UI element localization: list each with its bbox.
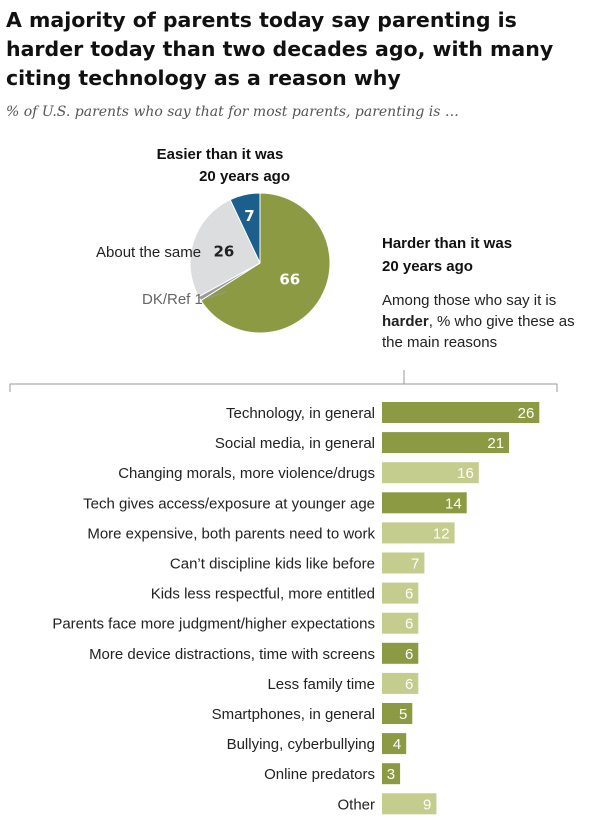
bars-intro-line3: the main reasons xyxy=(382,334,498,351)
bars-intro-line1: Among those who say it is xyxy=(382,292,557,309)
bars-intro-line2: harder, % who give these as xyxy=(382,311,575,332)
pie-chart: 66 26 7 xyxy=(189,192,331,334)
bar-category-label: Parents face more judgment/higher expect… xyxy=(52,616,375,633)
harder-label-line2: 20 years ago xyxy=(382,258,473,275)
pie-value-about-same: 26 xyxy=(213,242,234,260)
bars-intro-bold: harder xyxy=(382,313,429,330)
bar-value-label: 6 xyxy=(405,676,413,693)
bar-category-label: More expensive, both parents need to wor… xyxy=(87,525,375,542)
bars-intro: Among those who say it is harder, % who … xyxy=(382,290,575,353)
bar xyxy=(382,522,455,544)
bar xyxy=(382,582,419,604)
bar-value-label: 9 xyxy=(423,796,431,813)
bar-value-label: 16 xyxy=(457,465,474,482)
bar xyxy=(382,642,419,664)
pie-value-easier: 7 xyxy=(244,207,254,225)
bar-category-label: Kids less respectful, more entitled xyxy=(151,586,375,603)
easier-label-line2: 20 years ago xyxy=(199,168,290,185)
bar-value-label: 21 xyxy=(487,435,504,452)
bar-value-label: 6 xyxy=(405,586,413,603)
bar xyxy=(382,763,401,785)
bar xyxy=(382,462,479,484)
bar-value-label: 4 xyxy=(393,736,401,753)
pie-slice-harder xyxy=(200,192,331,334)
bar xyxy=(382,552,425,574)
bar-category-label: Social media, in general xyxy=(215,435,375,452)
harder-label-line1: Harder than it was xyxy=(382,235,513,252)
bar-category-label: Online predators xyxy=(264,766,375,783)
dk-ref-label: DK/Ref 1 xyxy=(142,291,203,308)
bar-category-label: Other xyxy=(337,796,375,813)
bar xyxy=(382,612,419,634)
bar xyxy=(382,432,509,454)
bar-category-label: Tech gives access/exposure at younger ag… xyxy=(83,495,375,512)
chart-subtitle: % of U.S. parents who say that for most … xyxy=(6,104,459,120)
bar-value-label: 26 xyxy=(518,405,535,422)
bar-value-label: 3 xyxy=(387,766,395,783)
bar xyxy=(382,733,407,755)
bar-category-label: Less family time xyxy=(267,676,375,693)
easier-label-line1: Easier than it was xyxy=(156,146,284,163)
bar-category-label: Can’t discipline kids like before xyxy=(170,556,375,573)
dk-ref-leader-line xyxy=(207,291,227,299)
bar-value-label: 6 xyxy=(405,616,413,633)
about-same-label: About the same xyxy=(96,244,202,261)
bar xyxy=(382,703,413,724)
pie-slice-about-same xyxy=(189,198,261,298)
bar-category-label: Smartphones, in general xyxy=(212,706,375,723)
bar-category-label: Bullying, cyberbullying xyxy=(227,736,375,753)
bar xyxy=(382,492,467,514)
easier-label: Easier than it was 20 years ago xyxy=(150,144,290,188)
bar-value-label: 12 xyxy=(433,525,450,542)
pie-slice-easier xyxy=(229,192,261,264)
bar xyxy=(382,402,540,423)
harder-label: Harder than it was 20 years ago xyxy=(382,232,512,278)
bar xyxy=(382,672,419,694)
bar xyxy=(382,793,437,815)
bar-value-label: 14 xyxy=(445,495,462,512)
bars-intro-rest: , % who give these as xyxy=(428,313,575,330)
chart-title: A majority of parents today say parentin… xyxy=(6,8,554,90)
bar-value-label: 5 xyxy=(399,706,407,723)
pie-value-harder: 66 xyxy=(279,270,300,288)
bar-category-label: Technology, in general xyxy=(226,405,375,422)
bar-category-label: Changing morals, more violence/drugs xyxy=(118,465,375,482)
bar-category-label: More device distractions, time with scre… xyxy=(89,646,375,663)
bar-value-label: 6 xyxy=(405,646,413,663)
bracket-line xyxy=(9,370,558,392)
bar-value-label: 7 xyxy=(411,556,419,573)
